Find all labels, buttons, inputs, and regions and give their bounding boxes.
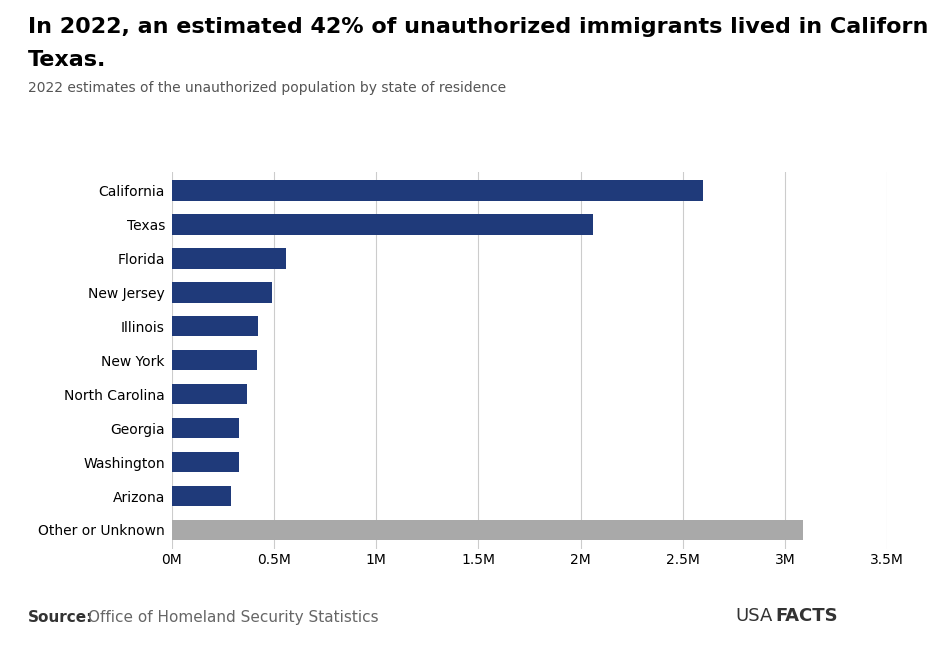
Text: USA: USA (735, 607, 772, 625)
Text: Texas.: Texas. (28, 50, 106, 69)
Bar (172, 350, 256, 370)
Text: FACTS: FACTS (775, 607, 837, 625)
Text: Office of Homeland Security Statistics: Office of Homeland Security Statistics (88, 609, 379, 625)
Bar (172, 520, 803, 540)
Bar (172, 486, 231, 506)
Bar (172, 384, 247, 405)
Text: 2022 estimates of the unauthorized population by state of residence: 2022 estimates of the unauthorized popul… (28, 81, 506, 95)
Bar (172, 452, 239, 472)
Bar (172, 214, 592, 235)
Bar (172, 180, 702, 201)
Bar (172, 418, 239, 438)
Bar (172, 249, 286, 268)
Text: Source:: Source: (28, 609, 93, 625)
Bar (172, 282, 272, 303)
Bar (172, 316, 257, 336)
Text: In 2022, an estimated 42% of unauthorized immigrants lived in California and: In 2022, an estimated 42% of unauthorize… (28, 17, 928, 36)
